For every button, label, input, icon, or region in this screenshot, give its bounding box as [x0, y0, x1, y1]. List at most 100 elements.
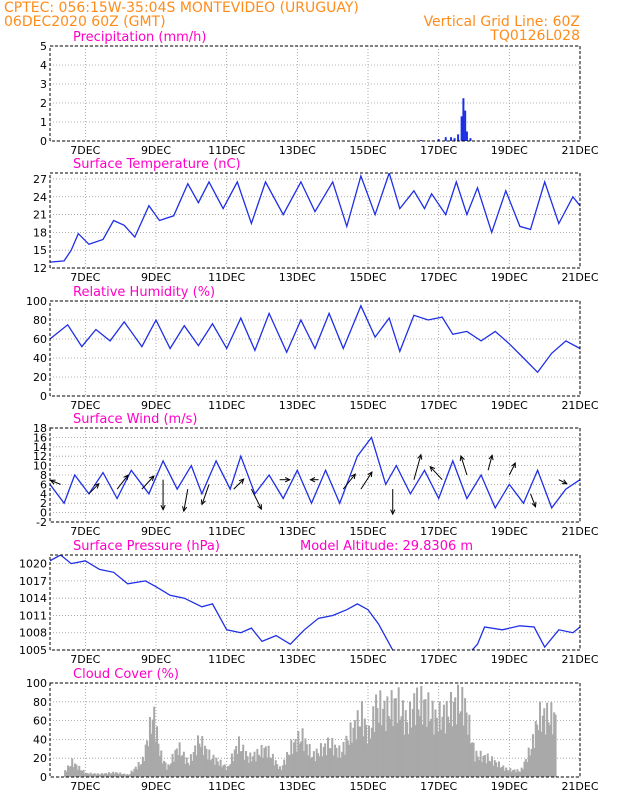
- panel-temperature: 7DEC 9DEC 11DEC 13DEC 15DEC 17DEC 19DEC 21DEC 12…: [33, 157, 599, 284]
- cloud-bar: [410, 727, 413, 777]
- y-tick-label: 15: [33, 244, 47, 257]
- y-tick-label: 8: [40, 469, 47, 482]
- cloud-bar: [379, 690, 382, 777]
- cloud-bar: [144, 744, 147, 777]
- plot-area: [50, 555, 580, 650]
- x-tick-label: 7DEC: [70, 144, 100, 157]
- cloud-bar: [331, 737, 334, 777]
- precip-bar: [437, 139, 440, 141]
- cloud-bar: [441, 716, 444, 777]
- x-tick-label: 13DEC: [279, 144, 316, 157]
- cloud-bar: [164, 762, 167, 777]
- cloud-bar: [505, 767, 508, 777]
- cloud-bar: [507, 771, 510, 777]
- cloud-bar: [216, 761, 219, 777]
- wind-arrowhead: [182, 506, 188, 513]
- wind-arrowhead: [511, 461, 516, 468]
- x-tick-label: 13DEC: [279, 780, 316, 793]
- cloud-bar: [154, 741, 157, 777]
- cloud-bar: [394, 698, 397, 777]
- cloud-bar: [228, 765, 231, 777]
- cloud-bar: [192, 752, 195, 777]
- cloud-bar: [370, 727, 373, 777]
- cloud-bar: [458, 713, 461, 777]
- cloud-bar: [312, 751, 315, 777]
- precip-bar: [465, 131, 468, 141]
- cloud-bar: [157, 743, 160, 777]
- y-tick-label: 0: [40, 507, 47, 520]
- cloud-bar: [219, 759, 222, 777]
- cloud-bar: [194, 745, 197, 777]
- cloud-bar: [85, 772, 88, 777]
- cloud-bar: [553, 712, 556, 777]
- cloud-bar: [161, 763, 164, 777]
- cloud-bar: [226, 766, 229, 777]
- cloud-bar: [425, 726, 428, 777]
- precip-bar: [450, 137, 453, 141]
- cloud-bar: [356, 710, 359, 777]
- cloud-bar: [276, 764, 279, 777]
- cloud-bar: [454, 697, 457, 777]
- x-tick-label: 7DEC: [70, 653, 100, 666]
- cloud-bar: [314, 761, 317, 777]
- cloud-bar: [372, 706, 375, 777]
- y-tick-label: 40: [33, 733, 47, 746]
- cloud-bar: [76, 769, 79, 777]
- cloud-bar: [246, 756, 249, 777]
- wind-arrowhead: [459, 454, 465, 461]
- x-tick-label: 7DEC: [70, 780, 100, 793]
- cloud-bar: [74, 763, 77, 777]
- cloud-bar: [366, 744, 369, 777]
- cloud-bar: [120, 774, 123, 777]
- cloud-bar: [348, 744, 351, 777]
- cloud-bar: [86, 773, 89, 777]
- panel-frame: [49, 300, 581, 397]
- cloud-bar: [134, 766, 137, 777]
- wind-arrowhead: [50, 479, 56, 485]
- x-tick-label: 21DEC: [561, 271, 598, 284]
- y-tick-label: 60: [33, 715, 47, 728]
- wind-arrowhead: [123, 474, 129, 481]
- cloud-bar: [294, 739, 297, 777]
- cloud-bar: [290, 739, 293, 777]
- panel-frame: [49, 172, 581, 269]
- cloud-bar: [489, 761, 492, 777]
- x-tick-label: 13DEC: [279, 399, 316, 412]
- cloud-bar: [191, 760, 194, 777]
- cloud-bar: [339, 757, 342, 777]
- cloud-bar: [550, 702, 553, 777]
- cloud-bar: [437, 732, 440, 777]
- cloud-bar: [205, 748, 208, 777]
- cloud-bar: [407, 734, 410, 777]
- cloud-bar: [482, 755, 485, 777]
- x-tick-label: 7DEC: [70, 271, 100, 284]
- cloud-bar: [136, 769, 139, 777]
- x-tick-label: 21DEC: [561, 399, 598, 412]
- cloud-bar: [274, 760, 277, 777]
- cloud-bar: [479, 750, 482, 777]
- cloud-bar: [225, 770, 228, 777]
- wind-arrowhead: [93, 482, 100, 489]
- x-tick-label: 13DEC: [279, 525, 316, 538]
- wind-vector: [530, 493, 536, 507]
- cloud-bar: [315, 748, 318, 777]
- cloud-bar: [459, 711, 462, 777]
- cloud-bar: [208, 749, 211, 777]
- wind-vector: [50, 479, 61, 485]
- cloud-bar: [483, 754, 486, 777]
- plot-area: [50, 173, 580, 263]
- cloud-bar: [264, 746, 267, 777]
- cloud-bar: [117, 774, 120, 777]
- cloud-bar: [539, 701, 542, 777]
- cloud-bar: [336, 757, 339, 777]
- cloud-bar: [351, 742, 354, 777]
- x-tick-label: 11DEC: [208, 653, 245, 666]
- y-tick-label: 100: [26, 677, 47, 690]
- y-tick-label: 100: [26, 295, 47, 308]
- y-tick-label: 1017: [19, 575, 47, 588]
- cloud-bar: [236, 754, 239, 777]
- cloud-bar: [239, 751, 242, 777]
- panel-title: Surface Wind (m/s): [73, 412, 197, 427]
- x-tick-label: 17DEC: [420, 525, 457, 538]
- cloud-bar: [506, 769, 509, 777]
